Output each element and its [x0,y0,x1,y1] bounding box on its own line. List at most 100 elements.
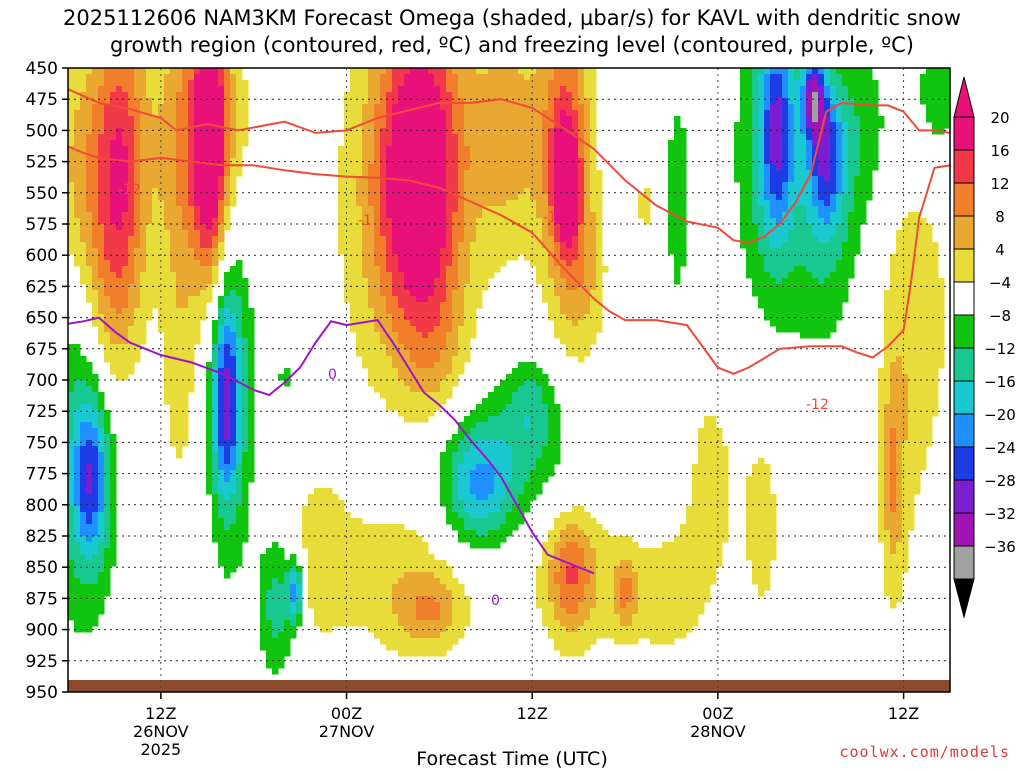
omega-cell [542,596,549,603]
omega-cell [74,374,81,381]
omega-cell [176,86,183,93]
omega-cell [428,152,435,159]
omega-cell [464,530,471,537]
omega-cell [176,386,183,393]
omega-cell [572,74,579,81]
omega-cell [422,650,429,657]
omega-cell [446,194,453,201]
omega-cell [548,128,555,135]
omega-cell [410,530,417,537]
omega-cell [80,488,87,495]
omega-cell [416,152,423,159]
omega-cell [566,314,573,321]
omega-cell [314,500,321,507]
omega-cell [554,644,561,651]
omega-cell [548,272,555,279]
omega-cell [86,254,93,261]
omega-cell [506,188,513,195]
omega-cell [530,194,537,201]
omega-cell [506,422,513,429]
omega-cell [398,584,405,591]
omega-cell [410,152,417,159]
omega-cell [356,272,363,279]
omega-cell [80,458,87,465]
omega-cell [230,380,237,387]
omega-cell [92,212,99,219]
omega-cell [140,230,147,237]
omega-cell [260,572,267,579]
omega-cell [572,254,579,261]
omega-cell [248,350,255,357]
omega-cell [554,152,561,159]
omega-cell [350,68,357,75]
omega-cell [242,116,249,123]
omega-cell [260,554,267,561]
omega-cell [290,578,297,585]
omega-cell [92,488,99,495]
omega-cell [140,80,147,87]
omega-cell [392,170,399,177]
omega-cell [308,602,315,609]
omega-cell [344,152,351,159]
omega-cell [512,116,519,123]
omega-cell [164,170,171,177]
omega-cell [224,464,231,471]
omega-cell [158,200,165,207]
omega-cell [392,158,399,165]
omega-cell [386,578,393,585]
omega-cell [434,176,441,183]
omega-cell [440,260,447,267]
omega-cell [524,392,531,399]
omega-cell [242,80,249,87]
omega-cell [200,206,207,213]
omega-cell [554,608,561,615]
omega-cell [206,200,213,207]
omega-cell [152,242,159,249]
omega-cell [116,254,123,261]
omega-cell [422,398,429,405]
omega-cell [422,212,429,219]
omega-cell [410,320,417,327]
omega-cell [170,302,177,309]
omega-cell [374,140,381,147]
omega-cell [512,194,519,201]
omega-cell [488,188,495,195]
omega-cell [236,482,243,489]
omega-cell [560,584,567,591]
omega-cell [494,500,501,507]
omega-cell [380,158,387,165]
omega-cell [104,530,111,537]
omega-cell [470,470,477,477]
omega-cell [236,122,243,129]
omega-cell [356,278,363,285]
omega-cell [356,296,363,303]
omega-cell [326,506,333,513]
omega-cell [80,572,87,579]
omega-cell [452,488,459,495]
omega-cell [332,542,339,549]
omega-cell [404,182,411,189]
omega-cell [524,152,531,159]
omega-cell [386,242,393,249]
omega-cell [560,572,567,579]
omega-cell [164,290,171,297]
omega-cell [68,356,75,363]
omega-cell [512,152,519,159]
omega-cell [122,74,129,81]
omega-cell [98,314,105,321]
omega-cell [578,266,585,273]
omega-cell [146,158,153,165]
omega-cell [380,620,387,627]
omega-cell [344,620,351,627]
omega-cell [212,68,219,75]
omega-cell [278,638,285,645]
omega-cell [350,152,357,159]
omega-cell [104,278,111,285]
omega-cell [152,146,159,153]
omega-cell [536,200,543,207]
omega-cell [560,512,567,519]
omega-cell [422,290,429,297]
omega-cell [524,176,531,183]
omega-cell [86,494,93,501]
omega-cell [122,122,129,129]
